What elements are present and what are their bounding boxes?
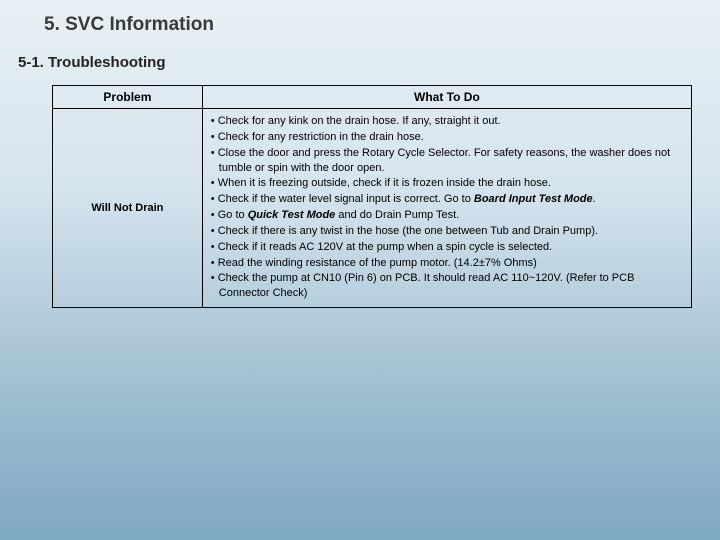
list-item: Close the door and press the Rotary Cycl…: [211, 146, 685, 176]
col-header-problem: Problem: [53, 86, 203, 109]
action-cell: Check for any kink on the drain hose. If…: [202, 109, 691, 308]
list-item: Check for any restriction in the drain h…: [211, 130, 685, 145]
emphasis: Quick Test Mode: [248, 209, 336, 221]
list-item: Read the winding resistance of the pump …: [211, 256, 685, 271]
list-item: Check the pump at CN10 (Pin 6) on PCB. I…: [211, 271, 685, 301]
list-item: Check if there is any twist in the hose …: [211, 224, 685, 239]
list-item: Check if the water level signal input is…: [211, 192, 685, 207]
sub-section-title: 5-1. Troubleshooting: [0, 36, 720, 81]
list-item: When it is freezing outside, check if it…: [211, 176, 685, 191]
list-item: Check if it reads AC 120V at the pump wh…: [211, 240, 685, 255]
table-row: Will Not Drain Check for any kink on the…: [53, 109, 692, 308]
section-title: 5. SVC Information: [0, 0, 720, 36]
action-list: Check for any kink on the drain hose. If…: [211, 114, 685, 301]
problem-cell: Will Not Drain: [53, 109, 203, 308]
troubleshooting-table: Problem What To Do Will Not Drain Check …: [52, 85, 692, 308]
col-header-action: What To Do: [202, 86, 691, 109]
list-item: Check for any kink on the drain hose. If…: [211, 114, 685, 129]
emphasis: Board Input Test Mode: [474, 193, 593, 205]
list-item: Go to Quick Test Mode and do Drain Pump …: [211, 208, 685, 223]
